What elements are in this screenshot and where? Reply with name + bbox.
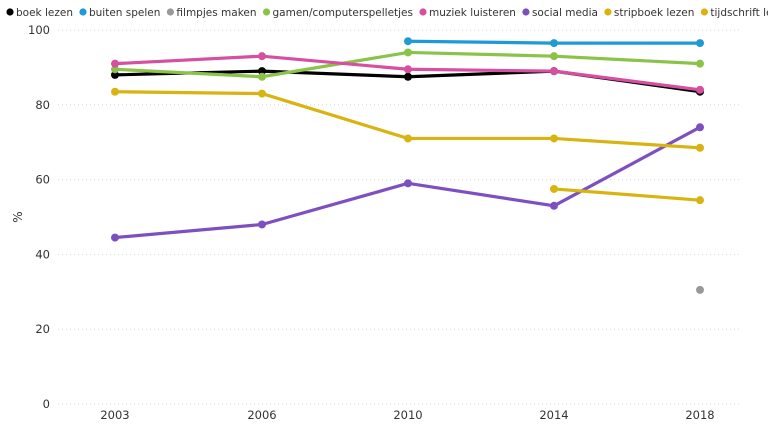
data-point [550,134,558,143]
series-muziek-luisteren [111,52,704,94]
series-lines [111,37,704,294]
legend-marker [419,8,427,16]
series-filmpjes-maken [696,285,704,294]
legend-label: filmpjes maken [176,7,256,19]
data-point [258,72,266,81]
data-point [696,85,704,94]
series-buiten-spelen [404,37,704,48]
data-point [258,89,266,98]
data-point [404,134,412,143]
series-social-media [111,123,704,242]
data-point [404,48,412,57]
legend-label: social media [532,7,598,19]
x-axis: 2003 2006 2010 2014 2018 [100,408,714,422]
legend-marker [6,8,14,16]
gridlines [58,29,740,405]
data-point [696,123,704,132]
y-axis: 0 20 40 60 80 100 [28,23,50,411]
data-point [696,39,704,48]
series-tijdschrift-lezen [550,184,704,205]
y-tick-label: 40 [35,247,50,261]
legend-label: muziek luisteren [429,7,516,19]
data-point [111,70,119,79]
legend-label: tijdschrift lezen [710,7,768,19]
y-tick-label: 100 [28,23,50,37]
legend-label: buiten spelen [89,7,160,19]
y-tick-label: 80 [35,98,50,112]
legend-marker [700,8,708,16]
x-tick-label: 2006 [247,408,276,422]
x-tick-label: 2018 [685,408,714,422]
data-point [111,233,119,242]
data-point [696,285,704,294]
legend-label: boek lezen [16,7,73,19]
x-tick-label: 2014 [539,408,568,422]
legend-marker [79,8,87,16]
data-point [404,37,412,46]
data-point [404,65,412,74]
data-point [258,52,266,61]
data-point [404,179,412,188]
data-point [550,39,558,48]
data-point [550,201,558,210]
data-point [111,59,119,68]
series-stripboek-lezen [111,87,704,152]
series-gamen-computerspelletjes [111,48,704,81]
data-point [404,72,412,81]
legend-marker [604,8,612,16]
data-point [696,59,704,68]
y-tick-label: 20 [35,322,50,336]
data-point [550,67,558,76]
data-point [111,87,119,96]
data-point [550,184,558,193]
data-point [258,67,266,76]
series-line [552,187,702,202]
data-point [258,220,266,229]
y-axis-title: % [11,211,25,222]
legend: boek lezen buiten spelen filmpjes maken gam… [6,7,768,19]
legend-label: stripboek lezen [614,7,694,19]
data-point [111,65,119,74]
legend-marker [262,8,271,16]
data-point [696,196,704,205]
x-tick-label: 2003 [100,408,129,422]
legend-marker [166,8,175,16]
legend-label: gamen/computerspelletjes [273,7,413,19]
y-tick-label: 60 [35,173,50,187]
data-point [696,143,704,152]
y-tick-label: 0 [43,397,50,411]
legend-marker [522,8,530,16]
data-point [550,52,558,61]
x-tick-label: 2010 [393,408,422,422]
